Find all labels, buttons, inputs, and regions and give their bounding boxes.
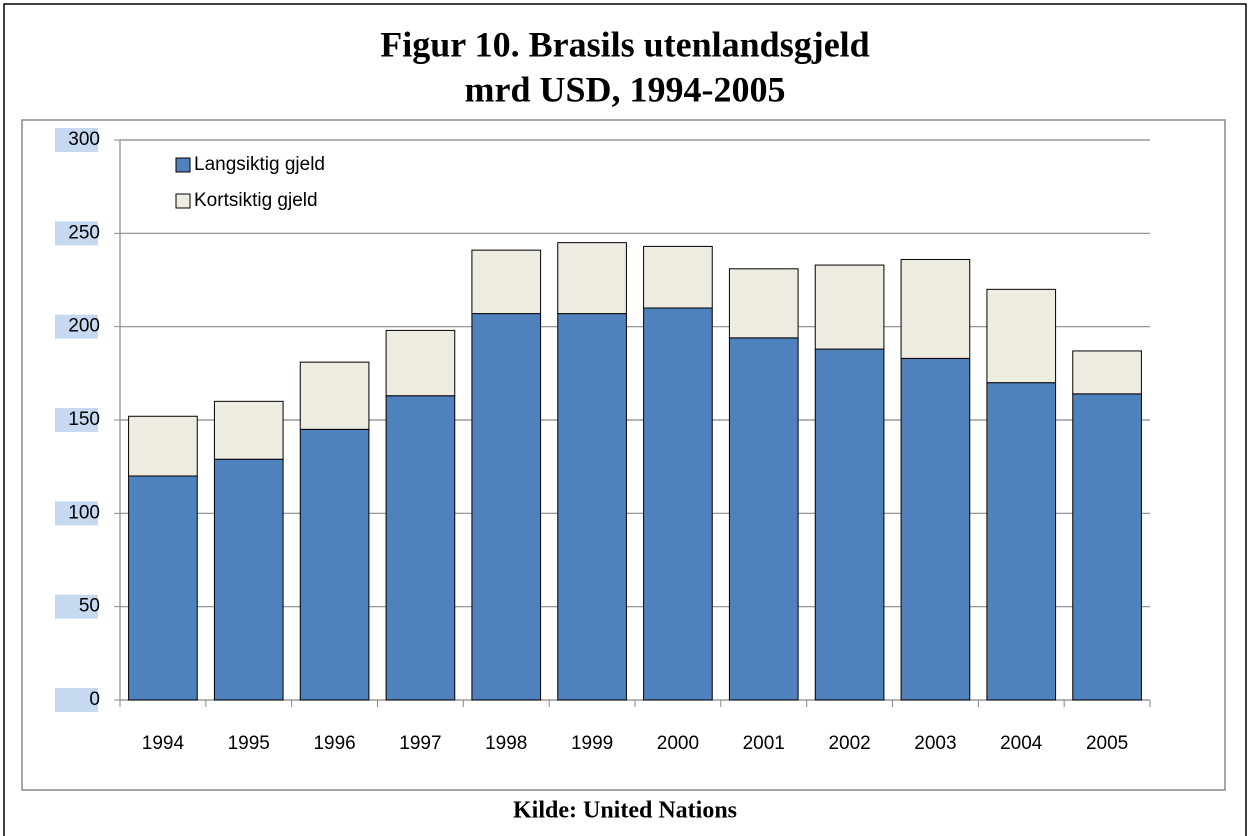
bar-segment — [128, 415, 198, 477]
legend-label: Kortsiktig gjeld — [194, 190, 318, 211]
x-tick-label: 1996 — [313, 733, 355, 754]
y-tick-label: 250 — [68, 222, 100, 243]
x-tick-label: 1999 — [571, 733, 613, 754]
x-tick-label: 1998 — [485, 733, 527, 754]
bar-segment — [643, 245, 713, 309]
y-tick-label: 100 — [68, 502, 100, 523]
bar-segment — [557, 242, 627, 315]
source: Kilde: United Nations — [513, 798, 737, 824]
page-border — [3, 3, 1247, 836]
x-tick-label: 2000 — [657, 733, 699, 754]
bar-segment — [1072, 393, 1142, 701]
x-tick-label: 1995 — [228, 733, 270, 754]
bar-segment — [471, 313, 542, 701]
bar-segment — [299, 428, 370, 701]
y-tick-highlight — [55, 128, 98, 152]
chart-subtitle: mrd USD, 1994-2005 — [465, 69, 786, 109]
x-tick-label: 1997 — [399, 733, 441, 754]
bar-segment — [986, 288, 1057, 384]
bar-segment — [900, 357, 971, 701]
bar-segment — [814, 264, 885, 350]
y-tick-label: 50 — [79, 596, 100, 617]
bar-segment — [728, 337, 799, 701]
x-tick-label: 2003 — [914, 733, 956, 754]
legend-swatch — [175, 157, 191, 173]
legend-label: Langsiktig gjeld — [194, 154, 325, 175]
y-tick-label: 200 — [68, 316, 100, 337]
bar-segment — [471, 249, 542, 315]
y-tick-highlight — [55, 501, 98, 526]
legend-swatch — [175, 193, 191, 209]
x-tick-label: 2001 — [743, 733, 785, 754]
y-tick-label: 150 — [68, 409, 100, 430]
bar-segment — [213, 458, 284, 701]
bar-segment — [814, 348, 885, 701]
x-tick-label: 2002 — [828, 733, 870, 754]
x-tick-label: 2004 — [1000, 733, 1043, 754]
bar-segment — [900, 258, 971, 359]
bar-segment — [299, 361, 370, 430]
y-tick-highlight — [55, 594, 98, 619]
x-tick-label: 1994 — [142, 733, 185, 754]
y-tick-label: 300 — [68, 129, 100, 150]
bar-segment — [213, 400, 284, 460]
bar-segment — [728, 268, 799, 339]
y-tick-highlight — [55, 688, 98, 712]
bar-segment — [385, 329, 456, 397]
bar-segment — [643, 307, 713, 701]
y-tick-highlight — [55, 408, 98, 432]
y-tick-highlight — [55, 221, 98, 246]
bar-segment — [385, 395, 456, 701]
chart-title: Figur 10. Brasils utenlandsgjeld — [380, 24, 869, 64]
y-tick-highlight — [55, 314, 98, 339]
y-tick-label: 0 — [89, 689, 100, 710]
bar-segment — [1072, 350, 1142, 395]
bar-segment — [986, 382, 1057, 701]
x-tick-label: 2005 — [1086, 733, 1128, 754]
bar-segment — [557, 313, 627, 701]
bar-segment — [128, 475, 198, 701]
